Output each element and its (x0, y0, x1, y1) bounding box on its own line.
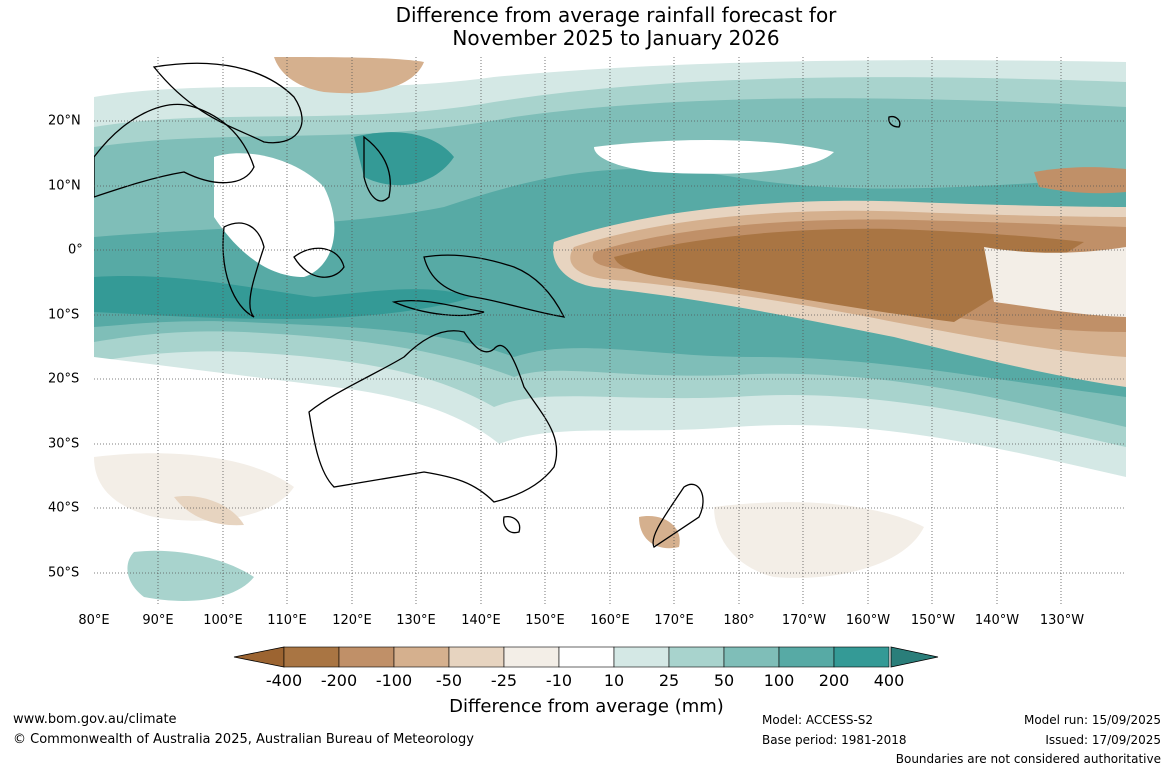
lat-label: 20°S (48, 371, 80, 387)
colorbar-arrow-high (890, 646, 939, 668)
colorbar (233, 646, 939, 668)
lon-label: 150°E (525, 613, 565, 628)
lat-label: 30°S (48, 436, 80, 452)
footer-copyright: © Commonwealth of Australia 2025, Austra… (13, 732, 474, 747)
lon-label: 170°W (781, 613, 827, 628)
lon-label: 150°W (910, 613, 956, 628)
lon-label: 80°E (78, 613, 110, 628)
lat-label: 10°N (48, 178, 81, 194)
rainfall-map (94, 57, 1126, 605)
colorbar-label: 100 (763, 671, 795, 690)
colorbar-cell (283, 646, 340, 668)
lon-label: 170°E (654, 613, 694, 628)
lon-label: 140°E (461, 613, 501, 628)
colorbar-cell (833, 646, 890, 668)
title-line-2: November 2025 to January 2026 (452, 26, 780, 50)
footer-url: www.bom.gov.au/climate (13, 712, 177, 727)
map-title: Difference from average rainfall forecas… (0, 4, 1173, 50)
colorbar-cell (778, 646, 835, 668)
lon-label: 160°W (845, 613, 891, 628)
lon-label: 100°E (203, 613, 243, 628)
lat-label: 40°S (48, 500, 80, 516)
lat-label: 0° (68, 242, 83, 258)
colorbar-cell (668, 646, 725, 668)
footer-disclaimer: Boundaries are not considered authoritat… (895, 752, 1161, 766)
colorbar-arrow-low (233, 646, 285, 668)
lat-label: 20°N (48, 113, 81, 129)
colorbar-label: -25 (490, 671, 518, 690)
colorbar-label: -50 (435, 671, 463, 690)
colorbar-label: 50 (713, 671, 735, 690)
rainfall-map-svg (94, 57, 1126, 605)
colorbar-label: -200 (320, 671, 358, 690)
coastlines (94, 62, 901, 548)
colorbar-label: 10 (603, 671, 625, 690)
graticule (94, 57, 1126, 605)
footer-base-period: Base period: 1981-2018 (762, 733, 907, 747)
lon-label: 130°E (396, 613, 436, 628)
footer-model: Model: ACCESS-S2 (762, 713, 874, 727)
title-line-1: Difference from average rainfall forecas… (395, 3, 837, 27)
colorbar-label: 400 (873, 671, 905, 690)
colorbar-label: -100 (375, 671, 413, 690)
lat-label: 50°S (48, 565, 80, 581)
lon-label: 140°W (974, 613, 1020, 628)
colorbar-label: 25 (658, 671, 680, 690)
lon-label: 130°W (1039, 613, 1085, 628)
colorbar-cell (503, 646, 560, 668)
colorbar-label: -10 (545, 671, 573, 690)
lon-label: 180° (723, 613, 755, 628)
colorbar-cell (723, 646, 780, 668)
colorbar-label: -400 (265, 671, 303, 690)
colorbar-cell (338, 646, 395, 668)
footer-issued: Issued: 17/09/2025 (1045, 733, 1161, 747)
colorbar-cell (613, 646, 670, 668)
colorbar-cell (393, 646, 450, 668)
colorbar-title: Difference from average (mm) (449, 696, 724, 717)
lon-label: 90°E (142, 613, 174, 628)
colorbar-cells (283, 646, 890, 668)
lon-label: 120°E (332, 613, 372, 628)
lon-label: 160°E (590, 613, 630, 628)
colorbar-cell (558, 646, 615, 668)
footer-model-run: Model run: 15/09/2025 (1023, 713, 1161, 727)
lon-label: 110°E (267, 613, 307, 628)
colorbar-cell (448, 646, 505, 668)
lat-label: 10°S (48, 307, 80, 323)
colorbar-label: 200 (818, 671, 850, 690)
